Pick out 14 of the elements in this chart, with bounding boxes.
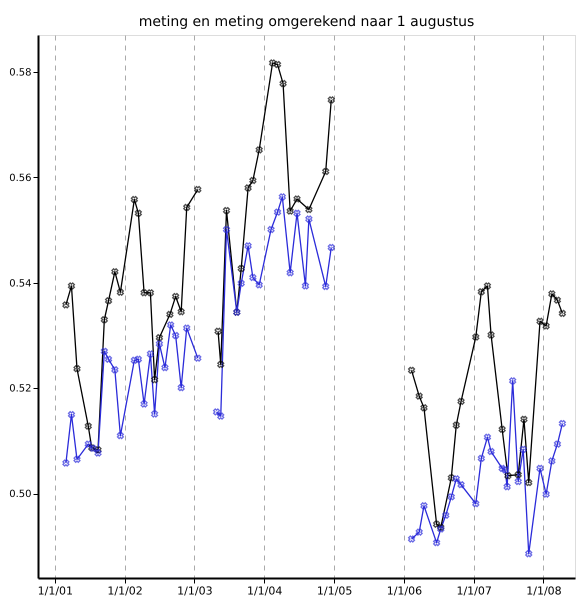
- x-tick-label: 1/1/01: [38, 584, 74, 598]
- y-tick-label: 0.58: [9, 67, 32, 78]
- x-tick-label: 1/1/04: [246, 584, 282, 598]
- x-tick-label: 1/1/02: [107, 584, 143, 598]
- y-tick-label: 0.52: [9, 384, 32, 395]
- y-tick-label: 0.56: [9, 172, 32, 184]
- y-tick-label: 0.50: [9, 489, 32, 500]
- x-tick-label: 1/1/06: [386, 584, 422, 598]
- x-tick-label: 1/1/03: [177, 584, 213, 598]
- chart-title: meting en meting omgerekend naar 1 augustus: [138, 14, 474, 30]
- x-tick-label: 1/1/08: [526, 584, 562, 598]
- x-tick-label: 1/1/05: [316, 584, 352, 598]
- x-tick-label: 1/1/07: [456, 584, 492, 598]
- y-tick-label: 0.54: [9, 278, 32, 290]
